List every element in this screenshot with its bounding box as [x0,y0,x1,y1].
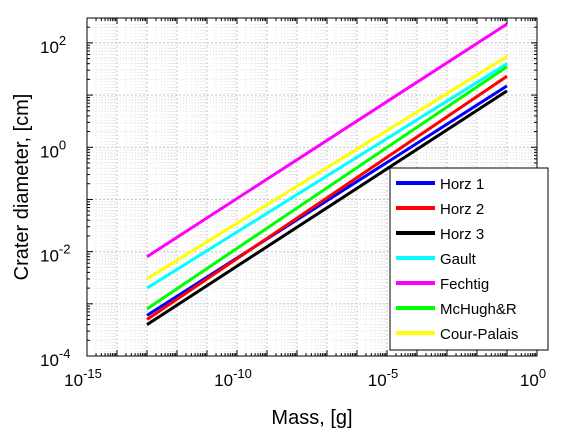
legend-label-horz-1: Horz 1 [440,176,484,193]
series-line-horz-2 [146,74,508,321]
y-tick-label: 10-4 [40,346,70,370]
x-tick-label: 10-5 [368,366,398,390]
legend-label-horz-3: Horz 3 [440,226,484,243]
legend-label-gault: Gault [440,251,477,268]
series-line-horz-3 [146,89,508,326]
series-layer [146,22,508,326]
legend: Horz 1 Horz 2 Horz 3 Gault Fechtig McHugh&R Co… [389,167,549,351]
series-line-cour-palais [146,55,508,281]
series-line-gault [146,62,508,290]
legend-label-mchugh-r: McHugh&R [440,301,517,318]
tick-labels: 10-15 10-10 10-5 100 10-4 10-2 100 102 [40,33,546,390]
legend-label-fechtig: Fechtig [440,276,489,293]
series-line-fechtig [146,22,508,258]
series-line-mchugh-r [146,65,508,311]
legend-label-cour-palais: Cour-Palais [440,326,518,343]
y-tick-label: 100 [40,137,66,161]
y-tick-label: 102 [40,33,66,57]
y-tick-label: 10-2 [40,242,70,266]
x-axis-label: Mass, [g] [271,407,352,429]
x-tick-label: 100 [520,366,546,390]
x-tick-label: 10-15 [64,366,102,390]
x-tick-label: 10-10 [214,366,252,390]
legend-label-horz-2: Horz 2 [440,201,484,218]
y-axis-label: Crater diameter, [cm] [11,94,33,281]
